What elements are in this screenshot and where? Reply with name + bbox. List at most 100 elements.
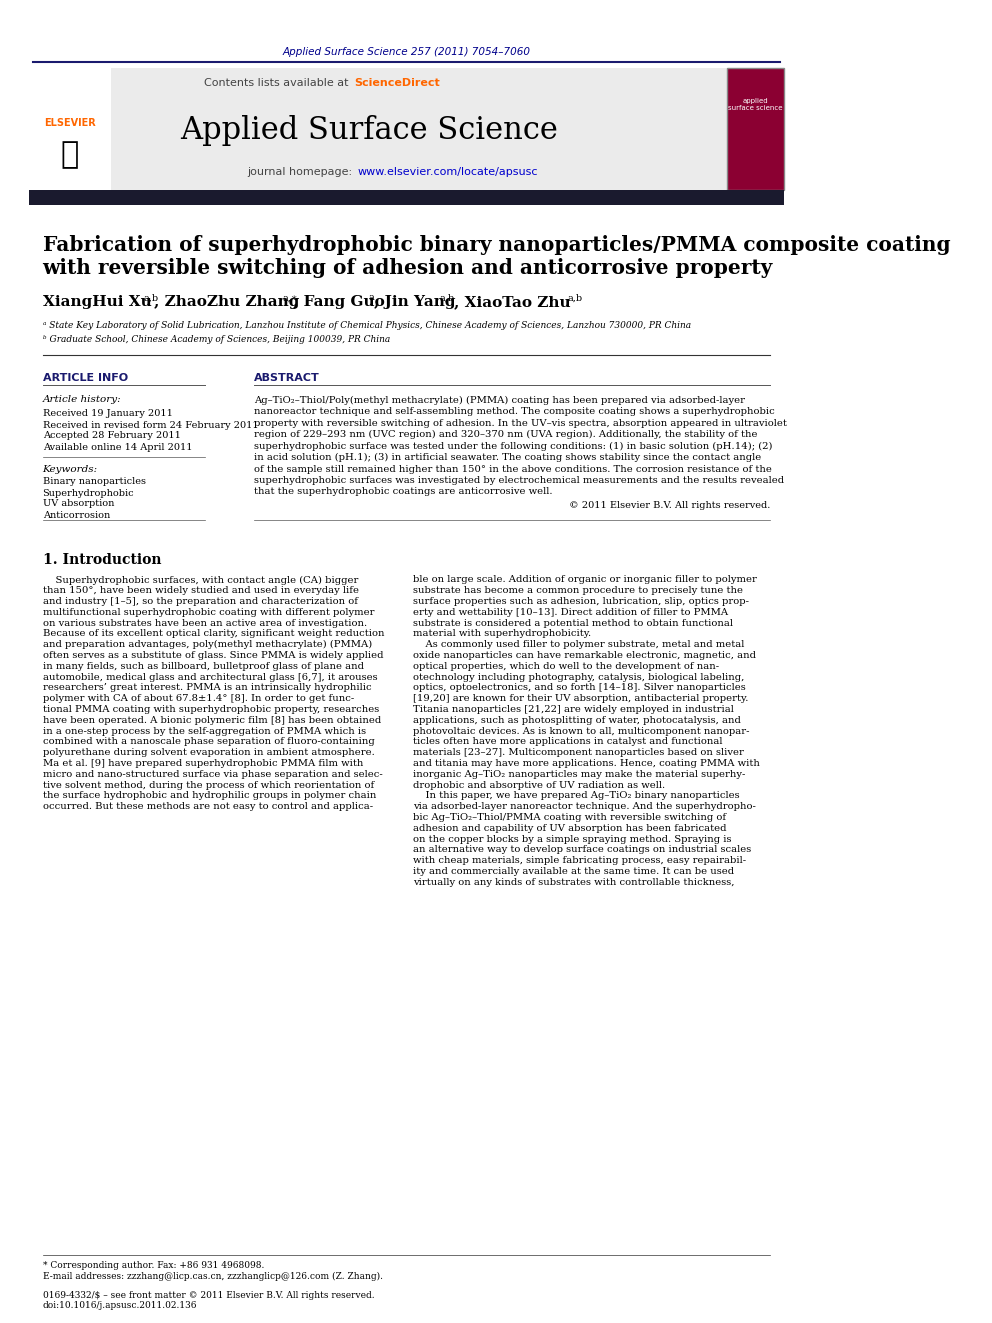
Text: Received 19 January 2011: Received 19 January 2011	[43, 410, 173, 418]
Text: otechnology including photography, catalysis, biological labeling,: otechnology including photography, catal…	[413, 672, 744, 681]
Text: and titania may have more applications. Hence, coating PMMA with: and titania may have more applications. …	[413, 759, 760, 769]
Text: Article history:: Article history:	[43, 396, 121, 405]
Text: superhydrophobic surfaces was investigated by electrochemical measurements and t: superhydrophobic surfaces was investigat…	[254, 476, 784, 486]
Text: a,b: a,b	[144, 294, 159, 303]
Text: Applied Surface Science: Applied Surface Science	[180, 115, 558, 146]
Text: inorganic Ag–TiO₂ nanoparticles may make the material superhy-: inorganic Ag–TiO₂ nanoparticles may make…	[413, 770, 745, 779]
Text: often serves as a substitute of glass. Since PMMA is widely applied: often serves as a substitute of glass. S…	[43, 651, 383, 660]
Text: in acid solution (pH․1); (3) in artificial seawater. The coating shows stability: in acid solution (pH․1); (3) in artifici…	[254, 452, 761, 462]
Text: material with superhydrophobicity.: material with superhydrophobicity.	[413, 630, 591, 639]
Text: Anticorrosion: Anticorrosion	[43, 511, 110, 520]
Text: Ag–TiO₂–Thiol/Poly(methyl methacrylate) (PMMA) coating has been prepared via ads: Ag–TiO₂–Thiol/Poly(methyl methacrylate) …	[254, 396, 745, 405]
Text: the surface hydrophobic and hydrophilic groups in polymer chain: the surface hydrophobic and hydrophilic …	[43, 791, 376, 800]
Text: occurred. But these methods are not easy to control and applica-: occurred. But these methods are not easy…	[43, 802, 373, 811]
Text: substrate has become a common procedure to precisely tune the: substrate has become a common procedure …	[413, 586, 743, 595]
Text: in many fields, such as billboard, bulletproof glass of plane and: in many fields, such as billboard, bulle…	[43, 662, 364, 671]
Text: , Jin Yang: , Jin Yang	[374, 295, 456, 310]
Text: on the copper blocks by a simple spraying method. Spraying is: on the copper blocks by a simple sprayin…	[413, 835, 731, 844]
Text: polyurethane during solvent evaporation in ambient atmosphere.: polyurethane during solvent evaporation …	[43, 749, 374, 757]
Text: ᵃ State Key Laboratory of Solid Lubrication, Lanzhou Institute of Chemical Physi: ᵃ State Key Laboratory of Solid Lubricat…	[43, 320, 690, 329]
Text: As commonly used filler to polymer substrate, metal and metal: As commonly used filler to polymer subst…	[413, 640, 744, 650]
Text: ScienceDirect: ScienceDirect	[354, 78, 439, 89]
Text: 1. Introduction: 1. Introduction	[43, 553, 161, 568]
Text: www.elsevier.com/locate/apsusc: www.elsevier.com/locate/apsusc	[357, 167, 538, 177]
Text: , ZhaoZhu Zhang: , ZhaoZhu Zhang	[154, 295, 300, 310]
Text: Contents lists available at: Contents lists available at	[204, 78, 352, 89]
Text: ble on large scale. Addition of organic or inorganic filler to polymer: ble on large scale. Addition of organic …	[413, 576, 757, 585]
Text: region of 229–293 nm (UVC region) and 320–370 nm (UVA region). Additionally, the: region of 229–293 nm (UVC region) and 32…	[254, 430, 758, 439]
Text: property with reversible switching of adhesion. In the UV–vis spectra, absorptio: property with reversible switching of ad…	[254, 418, 787, 427]
Text: * Corresponding author. Fax: +86 931 4968098.: * Corresponding author. Fax: +86 931 496…	[43, 1261, 264, 1270]
Text: Superhydrophobic: Superhydrophobic	[43, 488, 134, 497]
Text: optical properties, which do well to the development of nan-: optical properties, which do well to the…	[413, 662, 719, 671]
Text: researchers’ great interest. PMMA is an intrinsically hydrophilic: researchers’ great interest. PMMA is an …	[43, 684, 371, 692]
Text: journal homepage:: journal homepage:	[247, 167, 356, 177]
Text: Fabrication of superhydrophobic binary nanoparticles/PMMA composite coating: Fabrication of superhydrophobic binary n…	[43, 235, 950, 255]
Text: substrate is considered a potential method to obtain functional: substrate is considered a potential meth…	[413, 619, 733, 627]
Bar	[29, 191, 785, 205]
Text: , XiaoTao Zhu: , XiaoTao Zhu	[454, 295, 570, 310]
Text: E-mail addresses: zzzhang@licp.cas.cn, zzzhanglicp@126.com (Z. Zhang).: E-mail addresses: zzzhang@licp.cas.cn, z…	[43, 1271, 383, 1281]
Text: ity and commercially available at the same time. It can be used: ity and commercially available at the sa…	[413, 867, 734, 876]
Text: doi:10.1016/j.apsusc.2011.02.136: doi:10.1016/j.apsusc.2011.02.136	[43, 1302, 197, 1311]
Text: tive solvent method, during the process of which reorientation of: tive solvent method, during the process …	[43, 781, 374, 790]
Text: a,b: a,b	[439, 294, 454, 303]
Text: a: a	[369, 294, 375, 303]
Text: optics, optoelectronics, and so forth [14–18]. Silver nanoparticles: optics, optoelectronics, and so forth [1…	[413, 684, 746, 692]
Text: with reversible switching of adhesion and anticorrosive property: with reversible switching of adhesion an…	[43, 258, 773, 278]
Text: In this paper, we have prepared Ag–TiO₂ binary nanoparticles: In this paper, we have prepared Ag–TiO₂ …	[413, 791, 740, 800]
Text: XiangHui Xu: XiangHui Xu	[43, 295, 152, 310]
Text: Received in revised form 24 February 2011: Received in revised form 24 February 201…	[43, 421, 258, 430]
Text: bic Ag–TiO₂–Thiol/PMMA coating with reversible switching of: bic Ag–TiO₂–Thiol/PMMA coating with reve…	[413, 814, 726, 822]
Text: Because of its excellent optical clarity, significant weight reduction: Because of its excellent optical clarity…	[43, 630, 384, 639]
FancyBboxPatch shape	[727, 67, 785, 191]
Text: ABSTRACT: ABSTRACT	[254, 373, 319, 382]
Text: combined with a nanoscale phase separation of fluoro-containing: combined with a nanoscale phase separati…	[43, 737, 374, 746]
Text: Ma et al. [9] have prepared superhydrophobic PMMA film with: Ma et al. [9] have prepared superhydroph…	[43, 759, 363, 769]
Bar	[29, 67, 111, 191]
Text: Applied Surface Science 257 (2011) 7054–7060: Applied Surface Science 257 (2011) 7054–…	[283, 48, 531, 57]
Text: Keywords:: Keywords:	[43, 466, 98, 475]
Text: automobile, medical glass and architectural glass [6,7], it arouses: automobile, medical glass and architectu…	[43, 672, 377, 681]
Text: , Fang Guo: , Fang Guo	[294, 295, 385, 310]
Text: in a one-step process by the self-aggregation of PMMA which is: in a one-step process by the self-aggreg…	[43, 726, 366, 736]
Text: nanoreactor technique and self-assembling method. The composite coating shows a : nanoreactor technique and self-assemblin…	[254, 407, 775, 415]
Text: that the superhydrophobic coatings are anticorrosive well.: that the superhydrophobic coatings are a…	[254, 487, 553, 496]
Text: a,b: a,b	[567, 294, 582, 303]
Text: polymer with CA of about 67.8±1.4° [8]. In order to get func-: polymer with CA of about 67.8±1.4° [8]. …	[43, 695, 354, 704]
Text: and preparation advantages, poly(methyl methacrylate) (PMMA): and preparation advantages, poly(methyl …	[43, 640, 372, 650]
Text: Accepted 28 February 2011: Accepted 28 February 2011	[43, 431, 181, 441]
Text: virtually on any kinds of substrates with controllable thickness,: virtually on any kinds of substrates wit…	[413, 878, 734, 886]
Text: Available online 14 April 2011: Available online 14 April 2011	[43, 442, 192, 451]
Text: ᵇ Graduate School, Chinese Academy of Sciences, Beijing 100039, PR China: ᵇ Graduate School, Chinese Academy of Sc…	[43, 336, 390, 344]
Text: photovoltaic devices. As is known to all, multicomponent nanopar-: photovoltaic devices. As is known to all…	[413, 726, 750, 736]
Text: multifunctional superhydrophobic coating with different polymer: multifunctional superhydrophobic coating…	[43, 607, 374, 617]
Text: on various substrates have been an active area of investigation.: on various substrates have been an activ…	[43, 619, 367, 627]
Text: Superhydrophobic surfaces, with contact angle (CA) bigger: Superhydrophobic surfaces, with contact …	[43, 576, 358, 585]
Text: have been operated. A bionic polymeric film [8] has been obtained: have been operated. A bionic polymeric f…	[43, 716, 381, 725]
Text: with cheap materials, simple fabricating process, easy repairabil-: with cheap materials, simple fabricating…	[413, 856, 746, 865]
Text: adhesion and capability of UV absorption has been fabricated: adhesion and capability of UV absorption…	[413, 824, 726, 833]
Text: an alternative way to develop surface coatings on industrial scales: an alternative way to develop surface co…	[413, 845, 751, 855]
Text: tional PMMA coating with superhydrophobic property, researches: tional PMMA coating with superhydrophobi…	[43, 705, 379, 714]
Text: UV absorption: UV absorption	[43, 500, 114, 508]
Text: drophobic and absorptive of UV radiation as well.: drophobic and absorptive of UV radiation…	[413, 781, 665, 790]
Text: via adsorbed-layer nanoreactor technique. And the superhydropho-: via adsorbed-layer nanoreactor technique…	[413, 802, 756, 811]
Text: erty and wettability [10–13]. Direct addition of filler to PMMA: erty and wettability [10–13]. Direct add…	[413, 607, 728, 617]
Text: superhydrophobic surface was tested under the following conditions: (1) in basic: superhydrophobic surface was tested unde…	[254, 442, 773, 451]
Text: ticles often have more applications in catalyst and functional: ticles often have more applications in c…	[413, 737, 722, 746]
Text: materials [23–27]. Multicomponent nanoparticles based on sliver: materials [23–27]. Multicomponent nanopa…	[413, 749, 744, 757]
Text: ELSEVIER: ELSEVIER	[44, 118, 95, 128]
Text: applied
surface science: applied surface science	[728, 98, 783, 111]
Text: Titania nanoparticles [21,22] are widely employed in industrial: Titania nanoparticles [21,22] are widely…	[413, 705, 734, 714]
Text: Binary nanoparticles: Binary nanoparticles	[43, 478, 146, 487]
Text: [19,20] are known for their UV absorption, antibacterial property.: [19,20] are known for their UV absorptio…	[413, 695, 748, 704]
Text: and industry [1–5], so the preparation and characterization of: and industry [1–5], so the preparation a…	[43, 597, 357, 606]
Text: 0169-4332/$ – see front matter © 2011 Elsevier B.V. All rights reserved.: 0169-4332/$ – see front matter © 2011 El…	[43, 1290, 374, 1299]
Text: © 2011 Elsevier B.V. All rights reserved.: © 2011 Elsevier B.V. All rights reserved…	[568, 500, 770, 509]
FancyBboxPatch shape	[29, 67, 727, 191]
Text: surface properties such as adhesion, lubrication, slip, optics prop-: surface properties such as adhesion, lub…	[413, 597, 749, 606]
Text: a,∗: a,∗	[283, 294, 299, 303]
Text: of the sample still remained higher than 150° in the above conditions. The corro: of the sample still remained higher than…	[254, 464, 772, 474]
Text: 🌳: 🌳	[61, 140, 78, 169]
